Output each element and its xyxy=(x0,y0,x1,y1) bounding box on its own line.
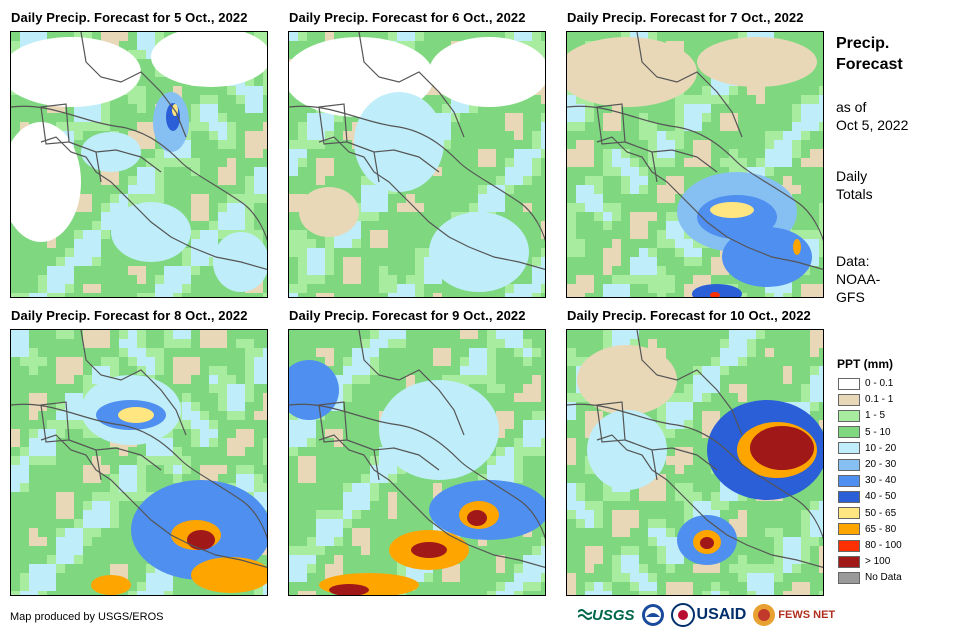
legend-swatch xyxy=(838,523,860,536)
fewsnet-logo: FEWS NET xyxy=(752,603,835,627)
credit-text: Map produced by USGS/EROS xyxy=(10,611,164,623)
legend-item: 30 - 40 xyxy=(838,474,896,487)
legend-swatch xyxy=(838,409,860,422)
coastline xyxy=(567,330,823,569)
legend-swatch xyxy=(838,555,860,568)
panel-title-2: Daily Precip. Forecast for 6 Oct., 2022 xyxy=(289,10,526,25)
sidebar-title-line1: Precip. xyxy=(836,35,890,52)
legend-label: 20 - 30 xyxy=(865,459,897,470)
coastline xyxy=(289,32,545,271)
legend-label: 80 - 100 xyxy=(865,540,902,551)
sidebar-data-line3: GFS xyxy=(836,289,865,305)
legend-item: 20 - 30 xyxy=(838,458,896,471)
coastline xyxy=(567,32,823,271)
legend-label: No Data xyxy=(865,572,902,584)
precip-field xyxy=(11,32,267,297)
legend-item: > 100 xyxy=(838,555,890,568)
legend-label: > 100 xyxy=(865,556,891,568)
fewsnet-globe-icon xyxy=(753,604,776,626)
legend-item: 0 - 0.1 xyxy=(838,377,893,390)
precip-field xyxy=(11,330,267,595)
sidebar-data-source: Data: NOAA- GFS xyxy=(836,252,880,306)
legend-item: 5 - 10 xyxy=(838,426,891,439)
sidebar-asof-line1: as of xyxy=(836,99,867,115)
legend-item: 40 - 50 xyxy=(838,490,896,503)
sidebar-title: Precip. Forecast xyxy=(836,33,903,75)
legend-label: 40 - 50 xyxy=(865,491,897,503)
legend-swatch xyxy=(838,490,860,503)
legend-label: 5 - 10 xyxy=(865,426,891,438)
legend-label: 10 - 20 xyxy=(865,442,897,454)
sidebar-asof: as of Oct 5, 2022 xyxy=(836,98,908,134)
map-panel-1 xyxy=(10,31,268,298)
legend-swatch xyxy=(838,458,860,471)
legend-swatch xyxy=(838,507,860,520)
sidebar-asof-line2: Oct 5, 2022 xyxy=(836,117,909,133)
sidebar-totals-line1: Daily xyxy=(836,168,868,184)
usaid-logo: USAID xyxy=(670,603,747,627)
usgs-logo: USGS xyxy=(578,607,635,624)
sidebar-data-line1: Data: xyxy=(836,253,870,269)
legend-label: 1 - 5 xyxy=(865,410,886,422)
map-panel-2 xyxy=(288,31,546,298)
precip-field xyxy=(289,330,545,595)
legend-swatch xyxy=(838,474,860,487)
precip-field xyxy=(289,32,545,297)
sidebar-totals-line2: Totals xyxy=(836,186,873,202)
panel-title-3: Daily Precip. Forecast for 7 Oct., 2022 xyxy=(567,10,804,25)
legend-item: 65 - 80 xyxy=(838,523,896,536)
usaid-seal-icon xyxy=(670,603,695,627)
legend-item: 50 - 65 xyxy=(838,507,896,520)
panel-title-5: Daily Precip. Forecast for 9 Oct., 2022 xyxy=(289,308,526,323)
legend-swatch xyxy=(838,393,860,406)
legend-title: PPT (mm) xyxy=(837,357,894,371)
usgs-wave-icon xyxy=(578,609,592,620)
legend-item: 80 - 100 xyxy=(838,539,902,552)
precip-field xyxy=(567,330,823,595)
legend-item: No Data xyxy=(838,571,902,584)
usaid-logo-text: USAID xyxy=(696,606,747,623)
legend-label: 0.1 - 1 xyxy=(865,394,894,406)
map-panel-5 xyxy=(288,329,546,596)
sidebar-title-line2: Forecast xyxy=(836,56,903,73)
logo-strip: USGS USAID FEWS NET xyxy=(578,600,835,630)
coastline xyxy=(11,330,267,569)
fewsnet-logo-text: FEWS NET xyxy=(778,609,836,621)
legend-swatch xyxy=(838,442,860,455)
panel-title-4: Daily Precip. Forecast for 8 Oct., 2022 xyxy=(11,308,248,323)
legend-item: 0.1 - 1 xyxy=(838,393,893,406)
sidebar-data-line2: NOAA- xyxy=(836,271,881,287)
coastline xyxy=(11,32,267,271)
legend-label: 30 - 40 xyxy=(865,475,897,487)
legend-label: 50 - 65 xyxy=(865,507,897,519)
map-panel-4 xyxy=(10,329,268,596)
legend-swatch xyxy=(838,377,860,390)
usgs-logo-text: USGS xyxy=(592,606,635,624)
map-panel-6 xyxy=(566,329,824,596)
legend-item: 10 - 20 xyxy=(838,442,896,455)
legend-swatch xyxy=(838,571,860,584)
precip-field xyxy=(567,32,823,297)
noaa-logo xyxy=(641,603,665,627)
legend-label: 65 - 80 xyxy=(865,523,897,535)
noaa-seal-icon xyxy=(641,604,664,626)
legend-item: 1 - 5 xyxy=(838,409,885,422)
panel-title-1: Daily Precip. Forecast for 5 Oct., 2022 xyxy=(11,10,248,25)
panel-title-6: Daily Precip. Forecast for 10 Oct., 2022 xyxy=(567,308,811,323)
map-panel-3 xyxy=(566,31,824,298)
legend-swatch xyxy=(838,539,860,552)
sidebar-totals: Daily Totals xyxy=(836,167,873,203)
coastline xyxy=(289,330,545,569)
legend-label: 0 - 0.1 xyxy=(865,378,894,389)
legend-swatch xyxy=(838,426,860,439)
